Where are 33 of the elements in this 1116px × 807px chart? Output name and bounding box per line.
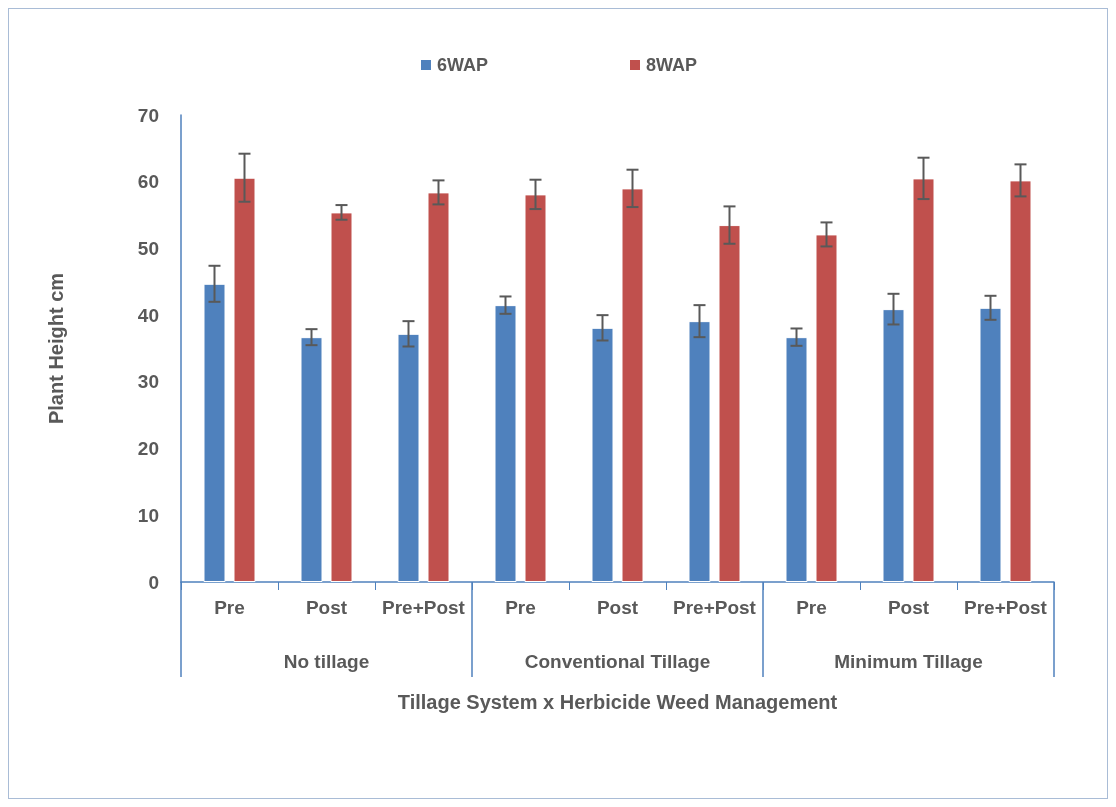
bar	[524, 194, 547, 582]
bar	[1009, 180, 1032, 582]
bar	[718, 225, 741, 582]
x-axis-title: Tillage System x Herbicide Weed Management	[397, 691, 838, 713]
y-axis-title: Plant Height cm	[45, 272, 67, 425]
text: No tillage	[283, 651, 370, 672]
x-tick-label: Pre	[214, 597, 245, 618]
y-tick-label: 70	[137, 104, 159, 126]
text: Minimum Tillage	[834, 651, 983, 672]
x-tick-label: Pre	[505, 597, 536, 618]
bar	[912, 178, 935, 582]
legend-label: 6WAP	[436, 55, 488, 75]
y-tick-label: 20	[137, 438, 159, 460]
bar	[233, 177, 256, 582]
x-tick-label: Pre+Post	[964, 597, 1048, 618]
text: Conventional Tillage	[524, 651, 711, 672]
bar	[815, 234, 838, 582]
x-tick-label: Pre	[796, 597, 827, 618]
x-tick-label: Post	[305, 597, 348, 618]
y-tick-label: 0	[148, 571, 159, 593]
legend-label: 8WAP	[646, 55, 698, 75]
x-tick-label: Post	[887, 597, 930, 618]
x-tick-label: Pre+Post	[382, 597, 466, 618]
bar	[330, 212, 353, 582]
y-tick-label: 40	[137, 304, 159, 326]
y-tick-label: 10	[137, 504, 159, 526]
y-tick-label: 30	[137, 371, 159, 393]
bar	[427, 192, 450, 582]
x-tick-label: Pre+Post	[673, 597, 757, 618]
y-tick-label: 60	[137, 171, 159, 193]
bar	[621, 188, 644, 582]
x-tick-label: Post	[596, 597, 639, 618]
y-tick-label: 50	[137, 237, 159, 259]
